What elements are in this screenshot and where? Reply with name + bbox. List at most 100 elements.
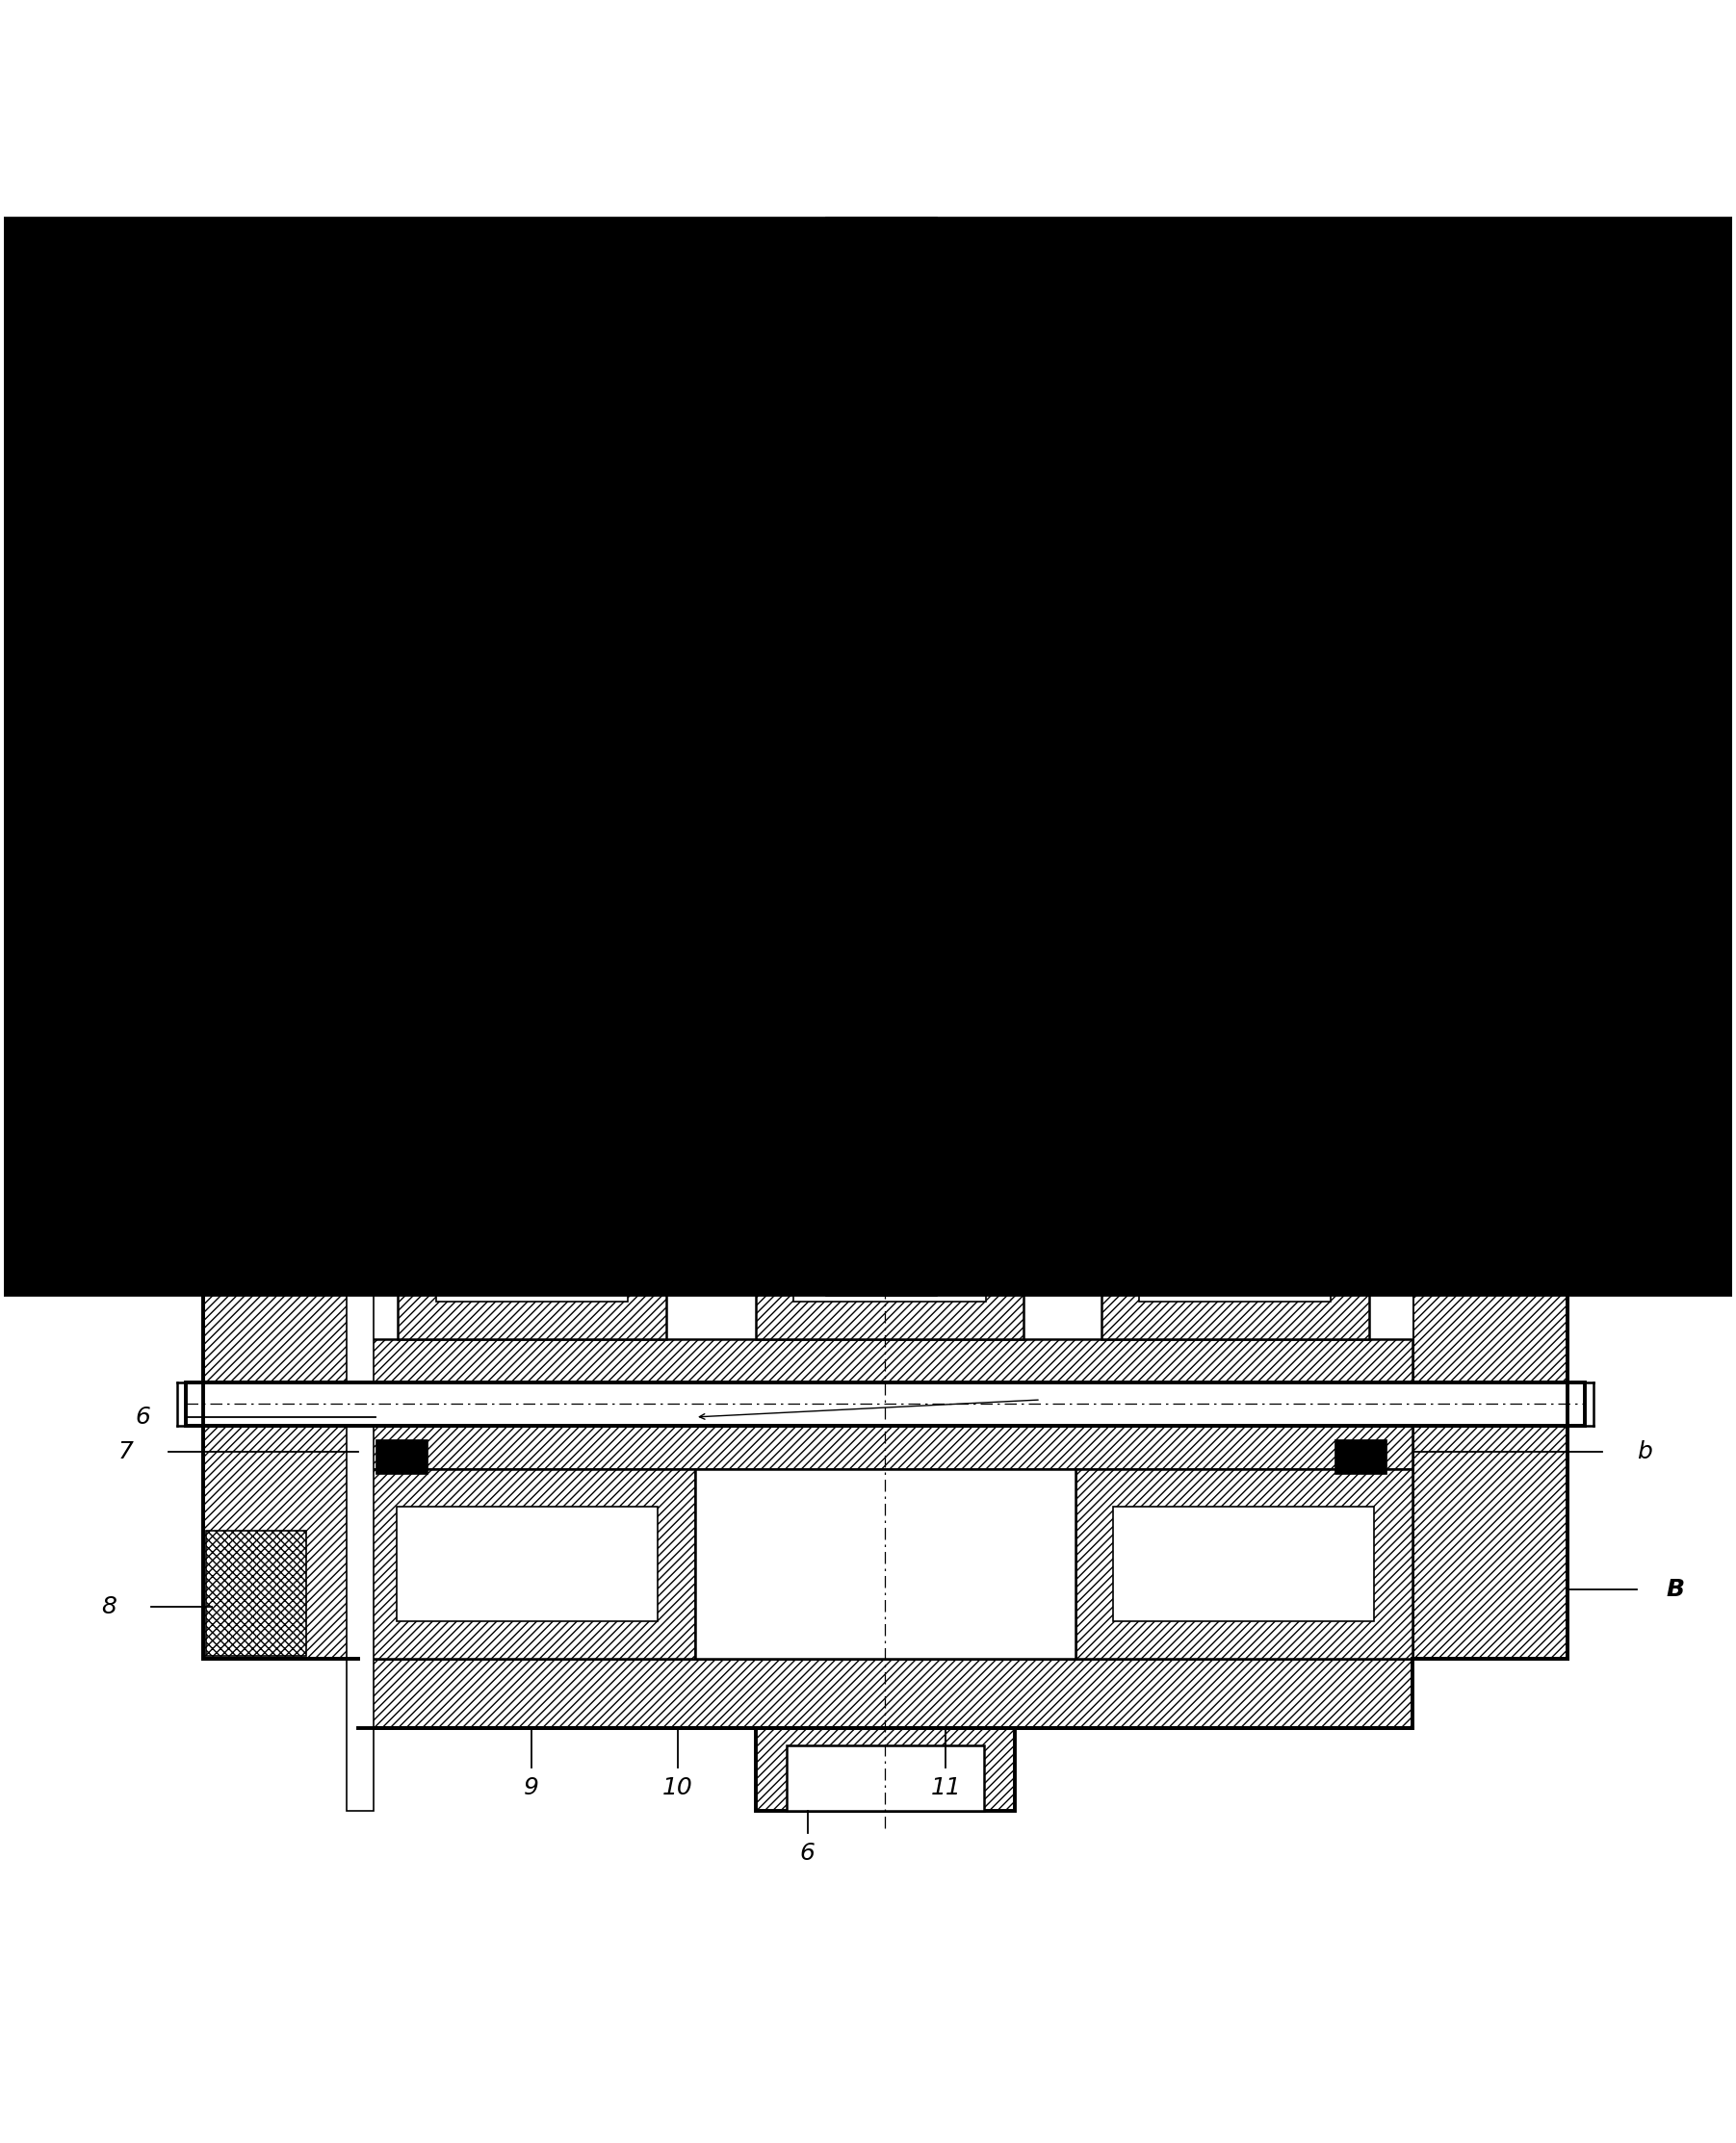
Bar	[667, 881, 755, 1089]
Text: c: c	[1637, 1185, 1651, 1209]
Bar	[358, 829, 1413, 881]
Bar	[444, 579, 644, 786]
Bar	[786, 1744, 984, 1811]
Bar	[1205, 1209, 1266, 1237]
Text: 8: 8	[101, 1597, 116, 1618]
Bar	[1335, 1181, 1387, 1219]
Bar	[1139, 943, 1332, 1046]
Bar	[694, 1468, 1075, 1659]
Bar	[790, 579, 990, 786]
Text: C: C	[1654, 1215, 1672, 1239]
Bar	[793, 943, 986, 1046]
Bar	[865, 722, 915, 765]
Bar	[755, 1189, 1024, 1339]
Bar	[1135, 579, 1335, 786]
Bar	[396, 1507, 658, 1620]
Bar	[358, 1138, 1413, 1382]
Text: 12: 12	[1672, 1142, 1701, 1166]
Bar	[990, 579, 1135, 769]
Bar	[358, 1468, 694, 1659]
Bar	[358, 735, 1413, 786]
Bar	[1335, 872, 1387, 911]
Bar	[207, 1530, 307, 1657]
Text: 1: 1	[135, 810, 151, 831]
Bar	[358, 1339, 1413, 1382]
Text: 3: 3	[101, 705, 116, 729]
Text: 10: 10	[663, 1777, 693, 1800]
Bar	[186, 786, 1585, 829]
Bar	[358, 829, 1413, 1089]
Bar	[816, 658, 963, 744]
Bar	[398, 1189, 667, 1339]
FancyBboxPatch shape	[825, 216, 1736, 1297]
Bar	[470, 658, 618, 744]
Bar	[1210, 722, 1260, 765]
Bar	[1101, 881, 1370, 1089]
Bar	[358, 1039, 1413, 1089]
Bar	[1101, 1189, 1370, 1339]
Bar	[517, 722, 569, 765]
Text: b: b	[1637, 1440, 1653, 1464]
Bar	[436, 943, 628, 1046]
Text: 15: 15	[637, 309, 667, 332]
Text: 2: 2	[118, 748, 134, 771]
Bar	[1413, 476, 1568, 786]
Bar	[1139, 1245, 1332, 1301]
Bar	[1024, 1189, 1101, 1339]
Bar	[1075, 1468, 1413, 1659]
Bar	[859, 936, 920, 969]
Bar	[203, 476, 358, 786]
Text: 6: 6	[800, 1843, 816, 1864]
Bar	[203, 1138, 358, 1382]
Bar	[1335, 1440, 1387, 1474]
Bar	[859, 1209, 920, 1237]
Bar	[203, 829, 358, 1089]
Bar	[618, 336, 1153, 381]
Bar	[755, 881, 1024, 1089]
Text: 9: 9	[523, 1777, 538, 1800]
Text: 18: 18	[1578, 309, 1609, 332]
Bar	[500, 1209, 562, 1237]
Bar	[398, 881, 667, 1089]
Text: 5: 5	[118, 1151, 134, 1174]
Bar	[203, 381, 1568, 476]
Text: 16: 16	[762, 309, 793, 332]
Bar	[358, 1425, 1413, 1659]
Bar	[345, 381, 373, 1811]
Bar	[358, 1425, 1413, 1468]
Bar	[644, 579, 790, 769]
Text: a: a	[101, 1194, 116, 1217]
Bar	[358, 476, 1413, 579]
Text: A: A	[83, 1230, 99, 1252]
Text: 11: 11	[930, 1777, 962, 1800]
Bar	[793, 1245, 986, 1301]
Bar	[212, 390, 323, 467]
Bar	[1205, 936, 1266, 969]
Bar	[203, 1425, 358, 1659]
Bar	[667, 1189, 755, 1339]
Bar	[1370, 1189, 1413, 1339]
Bar	[755, 1727, 1016, 1811]
Bar	[186, 1089, 1585, 1138]
Text: 19: 19	[922, 283, 953, 306]
Bar	[1113, 1507, 1375, 1620]
Bar	[1413, 1425, 1568, 1659]
Bar	[1413, 829, 1568, 1089]
Bar	[500, 936, 562, 969]
Bar	[375, 872, 427, 911]
Text: 7: 7	[118, 1440, 134, 1464]
Bar	[1024, 881, 1101, 1089]
Bar	[358, 881, 398, 1089]
Bar	[186, 1382, 1585, 1425]
Bar	[517, 722, 569, 765]
Bar	[1413, 1138, 1568, 1382]
Text: 14: 14	[1637, 705, 1668, 729]
Bar	[375, 1440, 427, 1474]
Bar	[358, 1138, 1413, 1189]
Bar	[436, 1245, 628, 1301]
Bar	[358, 1659, 1413, 1727]
Bar	[686, 345, 1083, 381]
Bar	[358, 1189, 398, 1339]
FancyBboxPatch shape	[0, 216, 937, 1297]
Bar	[358, 476, 1413, 786]
